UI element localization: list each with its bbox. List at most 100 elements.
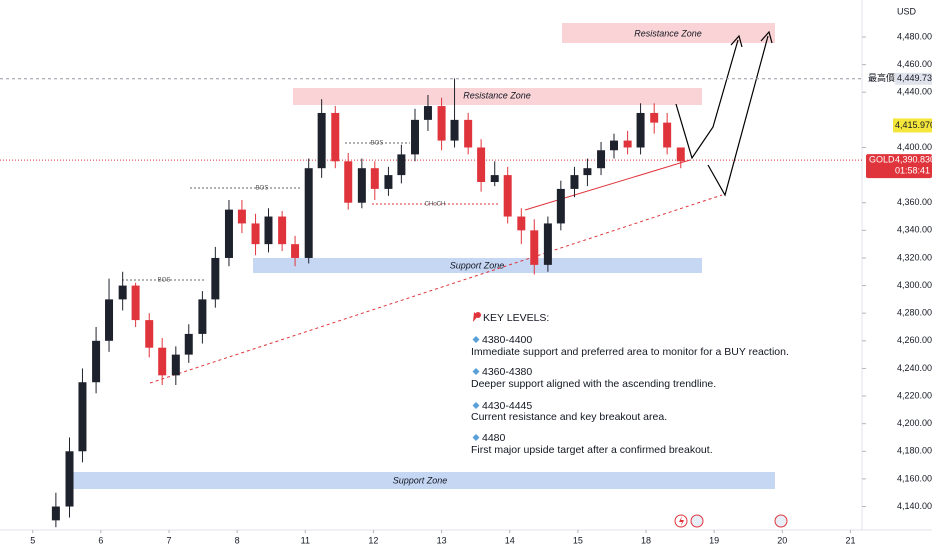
level-text: First major upside target after a confir… bbox=[471, 444, 713, 456]
y-tick-label: 4,240.000 bbox=[897, 363, 932, 373]
candle-body bbox=[184, 333, 193, 355]
candle-body bbox=[556, 188, 565, 224]
candle-body bbox=[437, 106, 446, 141]
candle-body bbox=[503, 175, 512, 217]
candle-body bbox=[423, 106, 432, 120]
y-tick-label: 4,220.000 bbox=[897, 390, 932, 400]
x-tick-label: 20 bbox=[777, 535, 787, 545]
candle-body bbox=[609, 140, 618, 151]
candle-body bbox=[411, 119, 420, 155]
y-tick-label: 4,320.000 bbox=[897, 252, 932, 262]
x-tick-label: 19 bbox=[709, 535, 719, 545]
high-box bbox=[895, 72, 932, 85]
level-text: Immediate support and preferred area to … bbox=[471, 346, 789, 358]
pin-icon bbox=[473, 312, 478, 322]
zone-label: Resistance Zone bbox=[634, 28, 702, 38]
candle-body bbox=[291, 244, 300, 258]
y-tick-label: 4,160.000 bbox=[897, 473, 932, 483]
choch-label: CHoCH bbox=[425, 202, 446, 208]
candle-body bbox=[464, 119, 473, 148]
bullet bbox=[472, 434, 480, 441]
level: 4430-4445 bbox=[482, 400, 532, 412]
candle-body bbox=[357, 168, 366, 203]
candle-body bbox=[131, 285, 140, 321]
level-text: Deeper support aligned with the ascendin… bbox=[471, 378, 716, 390]
candle-body bbox=[331, 112, 340, 162]
candle-body bbox=[530, 230, 539, 265]
x-tick-label: 12 bbox=[368, 535, 378, 545]
x-tick-label: 5 bbox=[30, 535, 35, 545]
event-icon[interactable] bbox=[690, 514, 704, 528]
candle-body bbox=[251, 223, 260, 245]
x-tick-label: 11 bbox=[301, 535, 310, 545]
support-zone bbox=[70, 472, 775, 489]
level: 4360-4380 bbox=[482, 366, 532, 378]
candle-body bbox=[490, 175, 499, 183]
level-label: 4,415.970 bbox=[895, 120, 932, 130]
candle-body bbox=[650, 112, 659, 123]
candle-body bbox=[145, 320, 154, 348]
bullet bbox=[472, 402, 480, 409]
key-levels: KEY LEVELS: 4380-4400 Immediate support … bbox=[471, 312, 789, 456]
event-icon[interactable] bbox=[774, 514, 788, 528]
candle-body bbox=[663, 122, 672, 148]
level-box bbox=[893, 118, 932, 133]
countdown: 01:58:41 bbox=[895, 166, 930, 176]
candle-body bbox=[543, 223, 552, 265]
x-tick-label: 15 bbox=[573, 535, 583, 545]
candle-body bbox=[597, 150, 606, 169]
resistance-zone bbox=[293, 88, 702, 105]
x-tick-label: 14 bbox=[505, 535, 515, 545]
x-tick-label: 21 bbox=[845, 535, 855, 545]
candle-body bbox=[65, 451, 74, 507]
y-tick-label: 4,480.000 bbox=[897, 31, 932, 41]
pin-icon bbox=[475, 312, 481, 318]
y-tick-label: 4,400.000 bbox=[897, 142, 932, 152]
y-tick-label: 4,280.000 bbox=[897, 308, 932, 318]
projection-path bbox=[707, 35, 769, 197]
candle-body bbox=[118, 285, 127, 300]
trendline bbox=[149, 194, 723, 384]
candle-body bbox=[51, 506, 60, 521]
candle-body bbox=[384, 175, 393, 189]
candle-body bbox=[477, 147, 486, 183]
key-levels-title: KEY LEVELS: bbox=[483, 312, 549, 324]
projection-path bbox=[675, 39, 739, 160]
candle-body bbox=[105, 299, 114, 341]
candle-body bbox=[78, 382, 87, 452]
y-tick-label: 4,260.000 bbox=[897, 335, 932, 345]
zone-label: Support Zone bbox=[450, 260, 505, 270]
symbol-label: GOLD bbox=[869, 155, 895, 165]
y-tick-label: 4,360.000 bbox=[897, 197, 932, 207]
support-zone bbox=[253, 258, 702, 273]
high-name: 最高價 bbox=[868, 72, 895, 83]
x-tick-label: 6 bbox=[98, 535, 103, 545]
level-text: Current resistance and key breakout area… bbox=[471, 411, 667, 423]
y-tick-label: 4,200.000 bbox=[897, 418, 932, 428]
y-tick-label: 4,140.000 bbox=[897, 501, 932, 511]
candle-body bbox=[171, 354, 180, 376]
candle-body bbox=[623, 140, 632, 148]
y-tick-label: 4,440.000 bbox=[897, 87, 932, 97]
candle-body bbox=[450, 119, 459, 141]
x-tick-label: 13 bbox=[437, 535, 447, 545]
candle-body bbox=[344, 161, 353, 203]
high-label: 4,449.730 bbox=[897, 73, 932, 83]
candle-body bbox=[636, 112, 645, 148]
candle-body bbox=[92, 340, 101, 383]
x-tick-label: 18 bbox=[641, 535, 651, 545]
candle-body bbox=[397, 154, 406, 176]
y-tick-label: 4,300.000 bbox=[897, 280, 932, 290]
bullet bbox=[472, 368, 480, 375]
level: 4380-4400 bbox=[482, 334, 532, 346]
y-tick-label: 4,180.000 bbox=[897, 446, 932, 456]
candle-body bbox=[264, 216, 273, 245]
x-tick-label: 7 bbox=[166, 535, 171, 545]
bos-label: BOS bbox=[371, 141, 384, 147]
candle-body bbox=[158, 347, 167, 376]
arrow-head bbox=[760, 30, 773, 44]
candle-body bbox=[676, 147, 685, 162]
resistance-zone bbox=[562, 23, 775, 43]
